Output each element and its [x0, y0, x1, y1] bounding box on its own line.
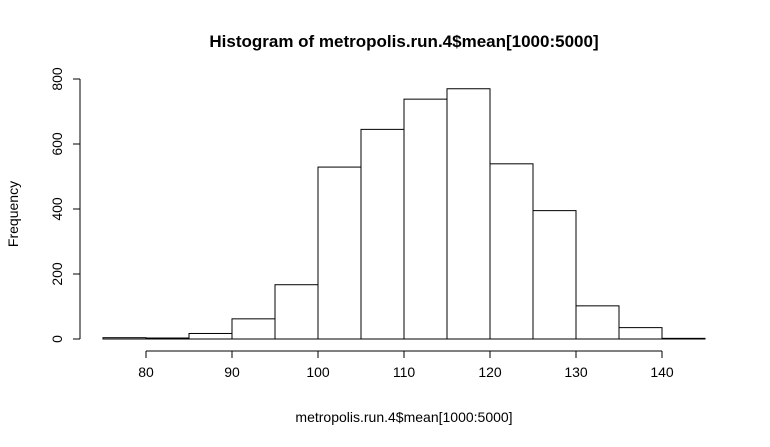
x-tick-label: 130 — [564, 364, 588, 380]
y-tick-label: 200 — [49, 262, 65, 286]
histogram-bar — [661, 337, 706, 340]
histogram-bar — [532, 210, 577, 340]
histogram-bar — [618, 327, 663, 340]
histogram-bar — [145, 337, 190, 340]
histogram-bar — [489, 163, 534, 340]
histogram-bar — [403, 98, 448, 340]
x-tick-label: 100 — [306, 364, 330, 380]
x-axis: 80 90 100 110 120 130 140 — [138, 350, 674, 380]
chart-title: Histogram of metropolis.run.4$mean[1000:… — [209, 32, 598, 51]
x-tick-label: 90 — [224, 364, 240, 380]
histogram-bar — [274, 284, 319, 340]
histogram-bar — [231, 318, 276, 340]
histogram-bar — [360, 128, 405, 340]
y-tick-label: 400 — [49, 197, 65, 221]
histogram-bar — [575, 305, 620, 340]
y-axis: 0 200 400 600 800 — [49, 67, 81, 343]
histogram-bar — [317, 166, 362, 340]
x-tick-label: 80 — [138, 364, 154, 380]
x-tick-label: 110 — [393, 364, 416, 380]
x-tick-label: 120 — [478, 364, 502, 380]
x-axis-label: metropolis.run.4$mean[1000:5000] — [295, 409, 512, 425]
histogram-bar — [188, 332, 233, 340]
y-axis-label: Frequency — [5, 181, 21, 247]
histogram-bar — [446, 88, 491, 340]
y-tick-label: 600 — [49, 132, 65, 156]
y-tick-label: 800 — [49, 67, 65, 91]
histogram-bars — [102, 88, 706, 340]
x-tick-label: 140 — [650, 364, 674, 380]
y-tick-label: 0 — [49, 335, 65, 343]
histogram-bar — [102, 337, 147, 340]
